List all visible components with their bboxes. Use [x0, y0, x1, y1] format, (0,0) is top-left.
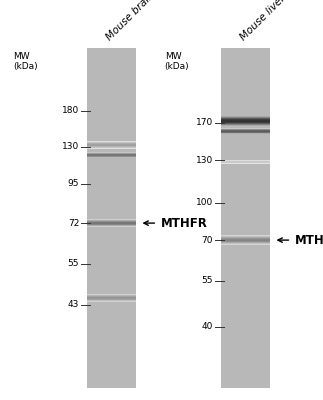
Bar [221, 116, 270, 117]
Text: MW
(kDa): MW (kDa) [165, 52, 189, 71]
Bar [221, 121, 270, 122]
Text: 43: 43 [68, 300, 79, 309]
Text: 180: 180 [62, 106, 79, 115]
Text: Mouse liver: Mouse liver [238, 0, 287, 42]
Text: 70: 70 [202, 236, 213, 244]
Bar [221, 235, 270, 236]
Bar [87, 294, 136, 295]
Bar [87, 48, 136, 388]
Bar [87, 297, 136, 298]
Bar [221, 243, 270, 244]
Bar [221, 123, 270, 124]
Bar [221, 244, 270, 245]
Bar [221, 241, 270, 242]
Bar [221, 120, 270, 121]
Bar [221, 48, 270, 388]
Text: 100: 100 [196, 198, 213, 207]
Text: 72: 72 [68, 218, 79, 228]
Text: 130: 130 [62, 142, 79, 151]
Bar [221, 237, 270, 238]
Text: MW
(kDa): MW (kDa) [13, 52, 37, 71]
Bar [87, 301, 136, 302]
Bar [221, 124, 270, 125]
Bar [221, 117, 270, 118]
Text: 130: 130 [196, 156, 213, 165]
Bar [221, 240, 270, 241]
Bar [221, 236, 270, 237]
Bar [221, 242, 270, 243]
Bar [221, 119, 270, 120]
Bar [87, 296, 136, 297]
Bar [221, 118, 270, 119]
Bar [221, 125, 270, 126]
Text: MTHFR: MTHFR [161, 217, 207, 230]
Bar [221, 239, 270, 240]
Text: Mouse brain: Mouse brain [104, 0, 157, 42]
Text: 55: 55 [202, 276, 213, 286]
Text: MTHFR: MTHFR [295, 234, 323, 246]
Text: 95: 95 [68, 180, 79, 188]
Text: 40: 40 [202, 322, 213, 331]
Bar [221, 238, 270, 239]
Text: 170: 170 [196, 118, 213, 127]
Bar [87, 300, 136, 301]
Text: 55: 55 [68, 259, 79, 268]
Bar [87, 298, 136, 299]
Bar [87, 299, 136, 300]
Bar [221, 122, 270, 123]
Bar [87, 295, 136, 296]
